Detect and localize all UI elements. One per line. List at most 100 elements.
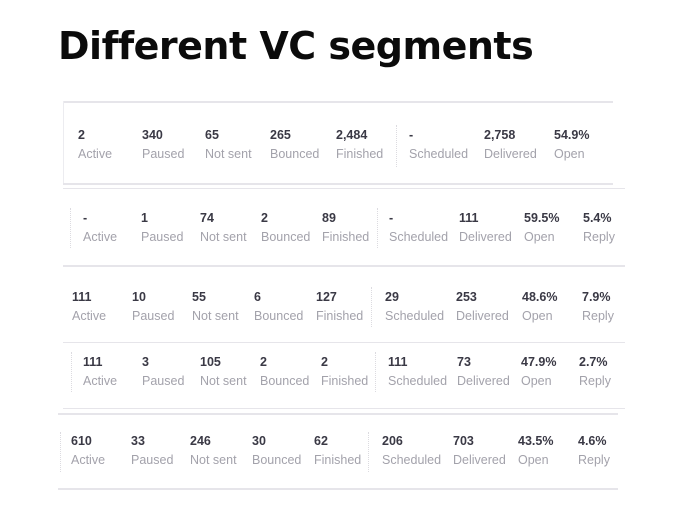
stat-delivered: 253 Delivered xyxy=(456,290,509,323)
stat-value: 127 xyxy=(316,290,337,304)
stat-label: Bounced xyxy=(260,374,310,388)
stat-finished: 2,484 Finished xyxy=(336,128,383,161)
stat-label: Delivered xyxy=(484,147,537,161)
stat-not-sent: 74 Not sent xyxy=(200,211,247,244)
stat-active: 111 Active xyxy=(72,290,106,323)
stat-delivered: 111 Delivered xyxy=(459,211,512,244)
column-divider xyxy=(60,432,62,472)
divider xyxy=(63,183,613,185)
stat-value: 89 xyxy=(322,211,336,225)
segment-1-border xyxy=(63,101,64,184)
stat-scheduled: 29 Scheduled xyxy=(385,290,444,323)
stat-value: 33 xyxy=(131,434,145,448)
stat-label: Finished xyxy=(321,374,369,388)
stat-label: Delivered xyxy=(453,453,506,467)
stat-not-sent: 105 Not sent xyxy=(200,355,247,388)
stat-finished: 2 Finished xyxy=(321,355,368,388)
stat-scheduled: - Scheduled xyxy=(389,211,448,244)
stat-label: Open xyxy=(521,374,552,388)
stat-value: 2,758 xyxy=(484,128,516,142)
stat-label: Active xyxy=(71,453,106,467)
stat-label: Not sent xyxy=(200,230,247,244)
stat-value: - xyxy=(409,128,414,142)
stat-value: 1 xyxy=(141,211,148,225)
stat-value: 111 xyxy=(72,290,92,304)
stat-value: 5.4% xyxy=(583,211,612,225)
stat-reply: 2.7% Reply xyxy=(579,355,611,388)
stat-paused: 10 Paused xyxy=(132,290,174,323)
stat-open: 47.9% Open xyxy=(521,355,556,388)
stat-delivered: 73 Delivered xyxy=(457,355,510,388)
stat-paused: 1 Paused xyxy=(141,211,183,244)
stat-label: Finished xyxy=(316,309,364,323)
stat-label: Open xyxy=(518,453,549,467)
stat-value: 105 xyxy=(200,355,221,369)
stat-label: Bounced xyxy=(254,309,304,323)
stat-label: Paused xyxy=(132,309,175,323)
stat-value: 55 xyxy=(192,290,206,304)
stat-label: Paused xyxy=(141,230,184,244)
stat-label: Reply xyxy=(579,374,611,388)
stat-delivered: 703 Delivered xyxy=(453,434,506,467)
column-divider xyxy=(70,208,72,248)
divider xyxy=(58,488,618,490)
stat-not-sent: 65 Not sent xyxy=(205,128,252,161)
stat-label: Not sent xyxy=(205,147,252,161)
stat-delivered: 2,758 Delivered xyxy=(484,128,537,161)
stat-label: Active xyxy=(72,309,107,323)
stat-value: 48.6% xyxy=(522,290,558,304)
stat-active: 2 Active xyxy=(78,128,112,161)
stat-value: - xyxy=(389,211,394,225)
stat-value: 2.7% xyxy=(579,355,608,369)
stat-label: Finished xyxy=(322,230,370,244)
stat-label: Delivered xyxy=(456,309,509,323)
stat-value: 2 xyxy=(321,355,328,369)
divider xyxy=(63,265,625,267)
stat-paused: 33 Paused xyxy=(131,434,173,467)
stat-value: 62 xyxy=(314,434,328,448)
stat-value: 265 xyxy=(270,128,291,142)
stat-bounced: 2 Bounced xyxy=(261,211,310,244)
stat-finished: 62 Finished xyxy=(314,434,361,467)
stat-value: 610 xyxy=(71,434,92,448)
stat-label: Scheduled xyxy=(385,309,445,323)
stat-scheduled: - Scheduled xyxy=(409,128,468,161)
stat-label: Open xyxy=(554,147,585,161)
stat-value: 6 xyxy=(254,290,261,304)
stat-reply: 7.9% Reply xyxy=(582,290,614,323)
stat-label: Paused xyxy=(142,374,185,388)
stat-value: 59.5% xyxy=(524,211,560,225)
stat-not-sent: 55 Not sent xyxy=(192,290,239,323)
stat-value: 2 xyxy=(261,211,268,225)
divider xyxy=(63,101,613,103)
divider xyxy=(63,342,625,343)
stat-label: Scheduled xyxy=(409,147,469,161)
stat-value: 340 xyxy=(142,128,163,142)
stat-label: Not sent xyxy=(192,309,239,323)
stat-label: Bounced xyxy=(252,453,302,467)
stat-label: Scheduled xyxy=(382,453,442,467)
stat-label: Scheduled xyxy=(388,374,448,388)
stat-open: 54.9% Open xyxy=(554,128,589,161)
stat-label: Reply xyxy=(582,309,614,323)
stat-reply: 4.6% Reply xyxy=(578,434,610,467)
column-divider xyxy=(396,125,398,167)
stat-label: Finished xyxy=(336,147,384,161)
stat-value: 73 xyxy=(457,355,471,369)
stat-finished: 127 Finished xyxy=(316,290,363,323)
stat-bounced: 265 Bounced xyxy=(270,128,319,161)
stat-label: Delivered xyxy=(459,230,512,244)
stat-active: - Active xyxy=(83,211,117,244)
stat-reply: 5.4% Reply xyxy=(583,211,615,244)
stat-value: 111 xyxy=(388,355,408,369)
stat-value: 30 xyxy=(252,434,266,448)
stat-not-sent: 246 Not sent xyxy=(190,434,237,467)
stat-label: Reply xyxy=(578,453,610,467)
stat-value: 7.9% xyxy=(582,290,611,304)
stat-value: 54.9% xyxy=(554,128,590,142)
stat-open: 59.5% Open xyxy=(524,211,559,244)
stat-label: Not sent xyxy=(200,374,247,388)
stat-value: 29 xyxy=(385,290,399,304)
stat-bounced: 2 Bounced xyxy=(260,355,309,388)
stat-paused: 3 Paused xyxy=(142,355,184,388)
